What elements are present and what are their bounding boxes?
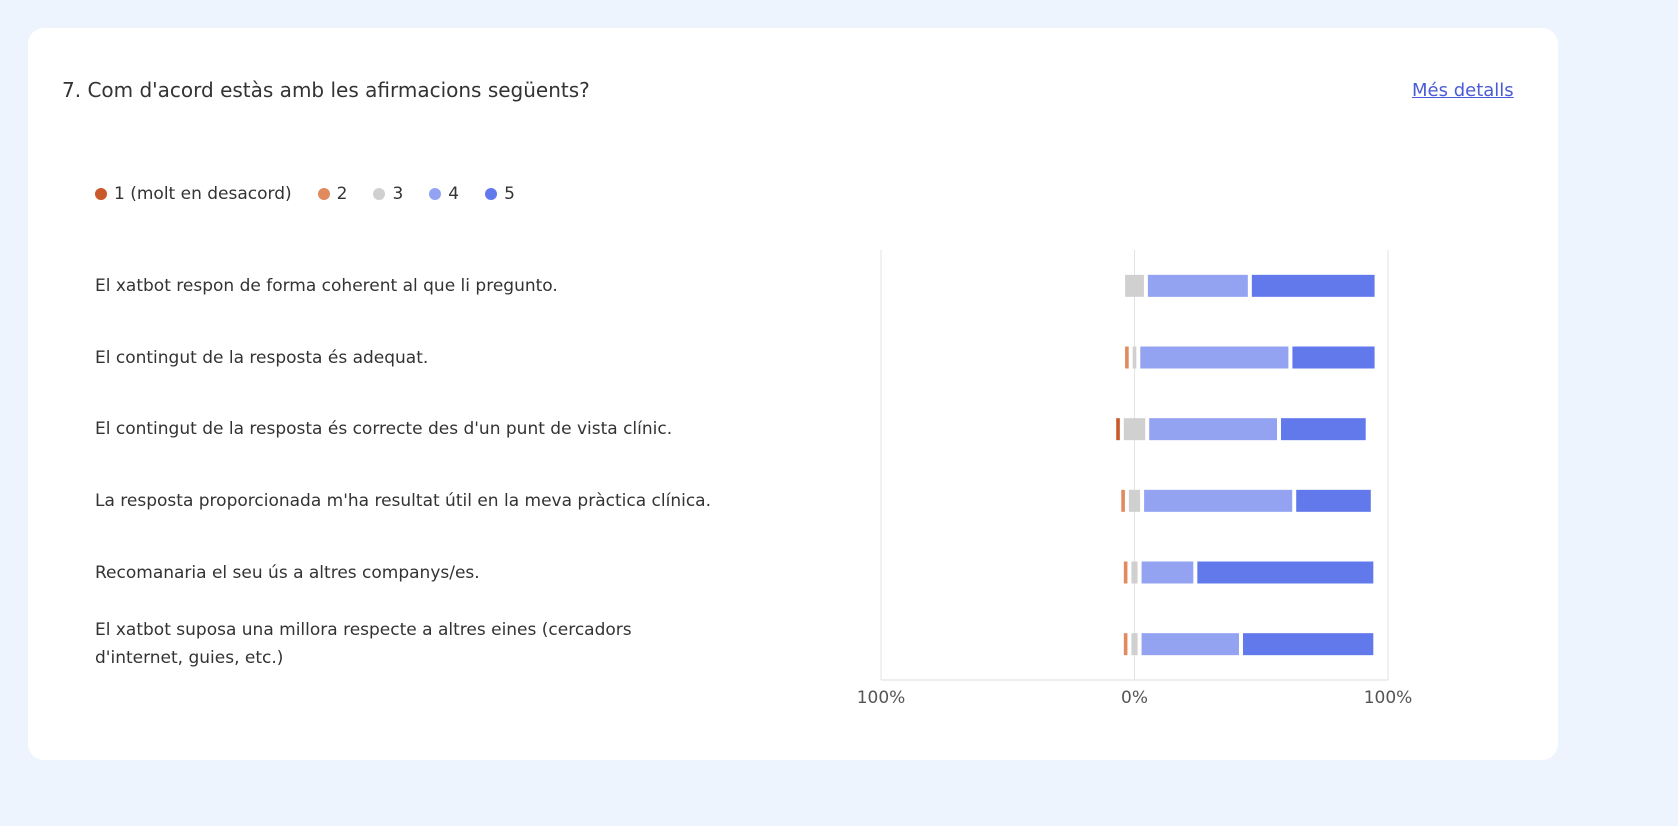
legend-item: 4 [429,184,459,204]
bar-segment [1296,489,1371,512]
bar-segment [1141,561,1194,584]
legend-dot [317,188,330,200]
bar-segment [1123,561,1128,584]
legend-label: 1 (molt en desacord) [114,184,292,204]
bar-segment [1123,418,1146,441]
legend-label: 2 [336,184,348,204]
bar-segment [1131,633,1138,656]
legend-item: 1 (molt en desacord) [95,184,292,204]
legend-dot [95,188,107,200]
bar-segment [1121,489,1125,512]
row-label: El contingut de la resposta és correcte … [95,419,673,440]
bar-segment [1116,418,1120,441]
legend-item: 3 [373,184,403,204]
legend-dot [373,188,386,200]
row-label: El contingut de la resposta és adequat. [95,347,429,368]
row-label: El xatbot respon de forma coherent al qu… [95,275,558,296]
row-label: La resposta proporcionada m'ha resultat … [95,490,711,511]
bar-segment [1144,489,1293,512]
legend-label: 4 [448,184,460,204]
x-tick-label: 0% [1121,688,1148,708]
bar-segment [1123,633,1128,656]
bar-segment [1149,418,1277,441]
bar-segment [1132,346,1137,369]
bar-segment [1292,346,1375,369]
x-tick-label: 100% [857,688,906,708]
x-tick-label: 100% [1364,688,1413,708]
bar-segment [1125,274,1144,297]
bar-segment [1140,346,1289,369]
row-label: Recomanaria el seu ús a altres companys/… [95,562,480,583]
legend: 1 (molt en desacord) 2 3 4 5 [95,184,515,204]
legend-label: 3 [392,184,404,204]
bar-segment [1131,561,1138,584]
bar-segment [1147,274,1248,297]
legend-dot [485,188,498,200]
bar-segment [1141,633,1239,656]
row-label: El xatbot suposa una millora respecte a … [95,620,632,669]
bar-segment [1251,274,1375,297]
bar-segment [1242,633,1374,656]
legend-item: 2 [317,184,348,204]
bar-segment [1280,418,1366,441]
legend-dot [429,188,442,200]
details-link[interactable]: Més detalls [1412,80,1514,101]
legend-label: 5 [504,184,515,204]
question-title: 7. Com d'acord estàs amb les afirmacions… [62,78,590,102]
bar-segment [1197,561,1374,584]
bar-segment [1128,489,1141,512]
bar-segment [1125,346,1129,369]
legend-item: 5 [485,184,515,204]
